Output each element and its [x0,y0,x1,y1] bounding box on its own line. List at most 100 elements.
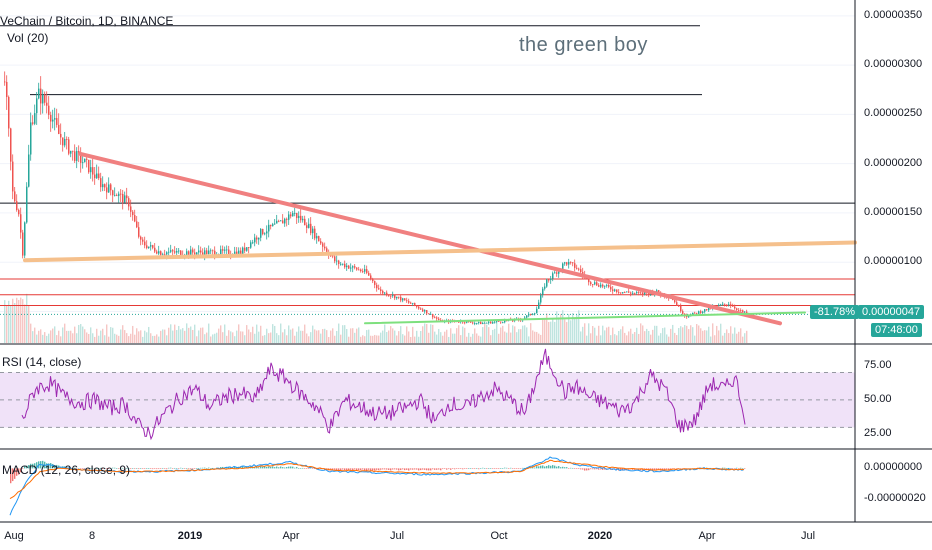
candle-body [54,118,56,120]
candle-body [538,302,540,309]
volume-bar [226,335,228,343]
symbol-title[interactable]: VeChain / Bitcoin, 1D, BINANCE [0,14,174,28]
candle-body [354,266,356,268]
volume-bar [460,335,462,343]
volume-bar [680,326,682,343]
macd-histogram-bar [186,468,188,469]
macd-histogram-bar [740,467,742,469]
volume-bar [646,328,648,343]
volume-bar [94,336,96,343]
time-tick-label: Oct [490,530,508,542]
macd-histogram-bar [194,468,196,469]
macd-histogram-bar [404,468,406,471]
macd-histogram-bar [118,468,120,469]
candle-body [262,229,264,235]
candle-body [8,97,10,129]
volume-bar [210,336,212,343]
candle-body [408,301,410,303]
volume-bar [554,321,556,343]
candle-body [576,267,578,269]
volume-bar [592,325,594,343]
candle-body [464,322,466,324]
volume-bar [122,325,124,343]
candle-body [696,312,698,314]
volume-bar [744,333,746,343]
macd-histogram-bar [100,467,102,469]
candle-body [142,239,144,242]
candle-body [370,275,372,279]
candle-body [632,292,634,294]
candle-body [168,251,170,253]
candle-body [148,246,150,248]
candle-body [110,184,112,191]
macd-histogram-bar [20,468,22,473]
volume-bar [104,335,106,343]
volume-bar [620,329,622,343]
annotation-text[interactable]: the green boy [519,34,648,56]
macd-histogram-bar [424,468,426,470]
candle-body [50,114,52,122]
volume-bar [224,324,226,343]
macd-histogram-bar [388,468,390,470]
volume-bar [174,324,176,343]
candle-body [94,174,96,179]
macd-histogram-bar [272,466,274,469]
candle-body [598,285,600,287]
candle-body [394,294,396,299]
candle-body [364,269,366,272]
volume-bar [260,325,262,343]
candle-body [346,265,348,268]
macd-histogram-bar [452,468,454,469]
macd-histogram-bar [142,468,144,469]
volume-bar [170,324,172,343]
candle-body [32,122,34,124]
candle-body [314,228,316,239]
candle-body [98,173,100,179]
candle-body [594,282,596,285]
macd-histogram-bar [90,468,92,469]
macd-histogram-bar [130,468,132,470]
macd-histogram-bar [638,468,640,471]
candle-body [618,292,620,293]
volume-bar [618,330,620,343]
volume-bar [22,299,24,343]
volume-bar [216,332,218,343]
macd-histogram-bar [492,468,494,469]
volume-bar [596,335,598,343]
macd-histogram-bar [140,468,142,469]
macd-histogram-bar [442,468,444,470]
macd-histogram-bar [468,468,470,469]
macd-histogram-bar [108,468,110,469]
candle-body [502,322,504,324]
volume-bar [352,328,354,343]
candle-body [292,213,294,217]
candle-body [100,178,102,188]
rsi-label[interactable]: RSI (14, close) [2,355,82,369]
volume-bar [714,335,716,343]
candle-body [704,309,706,312]
time-tick-label: Apr [282,530,300,542]
candle-body [312,228,314,234]
volume-bar [4,300,6,343]
candle-body [548,279,550,281]
volume-bar [142,336,144,343]
macd-histogram-bar [268,466,270,469]
macd-histogram-bar [184,468,186,469]
macd-histogram-bar [558,466,560,469]
candle-body [614,289,616,291]
candle-body [532,313,534,315]
macd-histogram-bar [482,467,484,469]
volume-bar [160,330,162,343]
volume-bar [666,334,668,343]
macd-histogram-bar [112,467,114,469]
candle-body [612,289,614,291]
macd-histogram-bar [54,465,56,469]
macd-histogram-bar [538,466,540,469]
macd-label[interactable]: MACD (12, 26, close, 9) [2,463,131,477]
macd-histogram-bar [260,466,262,469]
candle-body [350,267,352,269]
volume-bar [508,323,510,343]
volume-label[interactable]: Vol (20) [7,31,49,45]
volume-bar [138,331,140,343]
